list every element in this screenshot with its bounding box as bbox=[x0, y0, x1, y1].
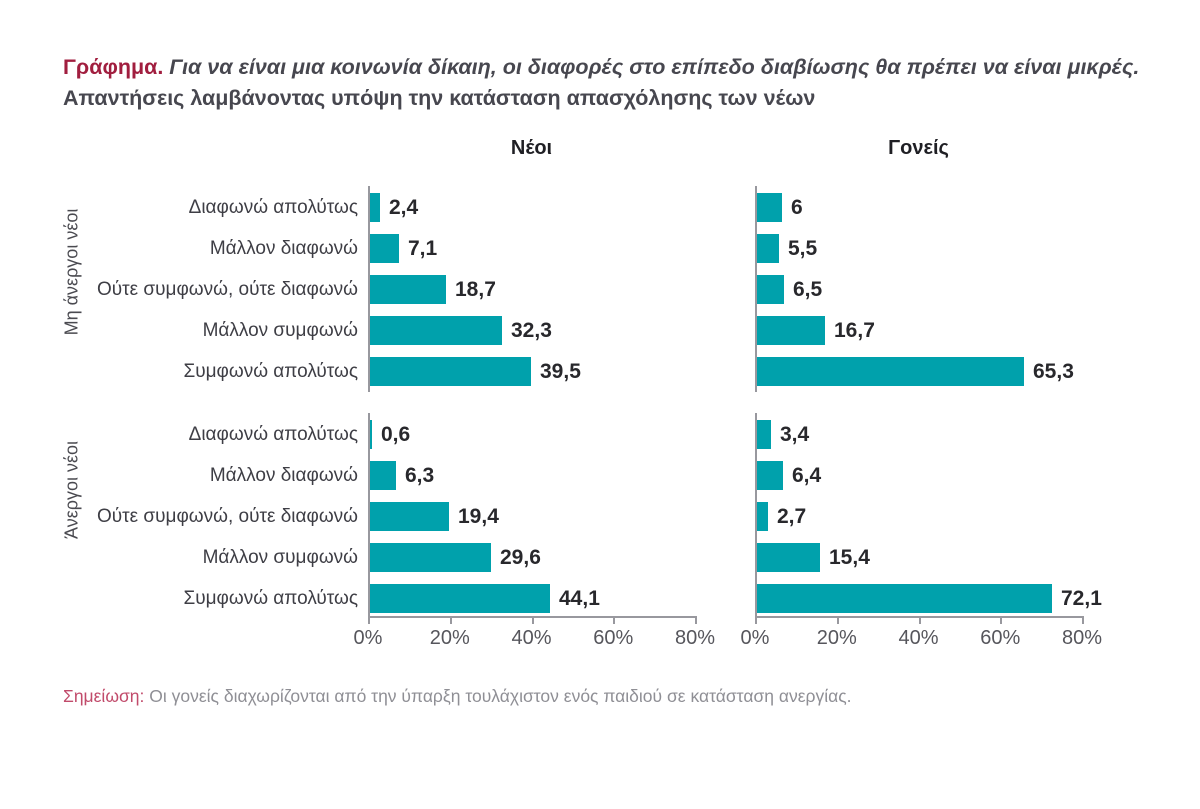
x-axis-tick-label: 0% bbox=[353, 627, 383, 649]
bar bbox=[370, 420, 372, 449]
category-label: Συμφωνώ απολύτως bbox=[183, 360, 358, 382]
bar-value-label: 3,4 bbox=[780, 422, 810, 446]
bar-value-label: 65,3 bbox=[1033, 359, 1074, 383]
x-axis-tick-label: 20% bbox=[816, 627, 857, 649]
bar-value-label: 6,4 bbox=[792, 463, 822, 487]
x-axis-tick-label: 40% bbox=[511, 627, 552, 649]
bar-value-label: 39,5 bbox=[540, 359, 581, 383]
x-axis-tick bbox=[449, 618, 452, 624]
title-prefix: Γράφημα. bbox=[63, 55, 164, 79]
bar bbox=[370, 357, 531, 386]
category-label: Μάλλον διαφωνώ bbox=[209, 237, 358, 259]
title-subtitle: Απαντήσεις λαμβάνοντας υπόψη την κατάστα… bbox=[63, 86, 816, 110]
bar-value-label: 44,1 bbox=[559, 586, 600, 610]
category-label: Συμφωνώ απολύτως bbox=[183, 587, 358, 609]
bar-value-label: 19,4 bbox=[458, 504, 499, 528]
bar bbox=[757, 193, 782, 222]
bar bbox=[757, 420, 771, 449]
x-axis-tick-label: 60% bbox=[980, 627, 1021, 649]
bar-value-label: 6,5 bbox=[793, 277, 823, 301]
bar bbox=[757, 357, 1024, 386]
bar bbox=[370, 193, 380, 222]
bar bbox=[370, 461, 396, 490]
category-label: Ούτε συμφωνώ, ούτε διαφωνώ bbox=[96, 278, 358, 300]
bar-value-label: 5,5 bbox=[788, 236, 818, 260]
y-axis-line bbox=[368, 186, 370, 392]
bar bbox=[370, 234, 399, 263]
x-axis-tick bbox=[918, 618, 921, 624]
category-label: Διαφωνώ απολύτως bbox=[188, 423, 358, 445]
bar-value-label: 7,1 bbox=[408, 236, 438, 260]
x-axis-tick-label: 80% bbox=[674, 627, 716, 649]
bar bbox=[757, 584, 1052, 613]
category-label: Μάλλον διαφωνώ bbox=[209, 464, 358, 486]
bar-value-label: 18,7 bbox=[455, 277, 496, 301]
y-axis-line bbox=[755, 413, 757, 616]
column-header-parents: Γονείς bbox=[888, 137, 949, 159]
bar-value-label: 15,4 bbox=[829, 545, 870, 569]
x-axis-tick-label: 40% bbox=[898, 627, 939, 649]
category-label: Μάλλον συμφωνώ bbox=[202, 319, 358, 341]
bar-value-label: 2,4 bbox=[389, 195, 419, 219]
x-axis-tick bbox=[695, 618, 697, 624]
chart-title: Γράφημα. Για να είναι μια κοινωνία δίκαι… bbox=[63, 52, 1139, 114]
bar bbox=[757, 275, 784, 304]
x-axis-tick bbox=[368, 618, 370, 624]
bar bbox=[757, 461, 783, 490]
bar bbox=[757, 316, 825, 345]
y-axis-line bbox=[368, 413, 370, 616]
bar bbox=[757, 502, 768, 531]
bar bbox=[757, 234, 779, 263]
bar-value-label: 32,3 bbox=[511, 318, 552, 342]
bar-value-label: 29,6 bbox=[500, 545, 541, 569]
bar-value-label: 6,3 bbox=[405, 463, 435, 487]
bar bbox=[370, 316, 502, 345]
bar bbox=[370, 584, 550, 613]
category-label: Μάλλον συμφωνώ bbox=[202, 546, 358, 568]
x-axis-line bbox=[755, 616, 1084, 618]
x-axis-tick bbox=[1082, 618, 1084, 624]
note: Σημείωση: Οι γονείς διαχωρίζονται από τη… bbox=[63, 686, 852, 707]
category-label: Διαφωνώ απολύτως bbox=[188, 196, 358, 218]
note-label: Σημείωση: bbox=[63, 686, 145, 706]
x-axis-tick-label: 60% bbox=[593, 627, 634, 649]
x-axis-tick bbox=[613, 618, 616, 624]
x-axis-tick-label: 0% bbox=[740, 627, 770, 649]
x-axis-tick bbox=[836, 618, 839, 624]
bar-value-label: 0,6 bbox=[381, 422, 411, 446]
x-axis-tick bbox=[755, 618, 757, 624]
x-axis-tick-label: 80% bbox=[1061, 627, 1103, 649]
category-label: Ούτε συμφωνώ, ούτε διαφωνώ bbox=[96, 505, 358, 527]
title-statement: Για να είναι μια κοινωνία δίκαιη, οι δια… bbox=[169, 55, 1140, 79]
x-axis-tick bbox=[1000, 618, 1003, 624]
x-axis-tick bbox=[531, 618, 534, 624]
column-header-youth: Νέοι bbox=[510, 137, 553, 159]
group-label-non-unemployed-youth: Μη άνεργοι νέοι bbox=[61, 208, 82, 336]
bar-value-label: 72,1 bbox=[1061, 586, 1102, 610]
bar bbox=[757, 543, 820, 572]
note-text: Οι γονείς διαχωρίζονται από την ύπαρξη τ… bbox=[149, 686, 852, 706]
bar-value-label: 6 bbox=[791, 195, 803, 219]
bar bbox=[370, 543, 491, 572]
bar bbox=[370, 502, 449, 531]
y-axis-line bbox=[755, 186, 757, 392]
bar bbox=[370, 275, 446, 304]
bar-value-label: 16,7 bbox=[834, 318, 875, 342]
x-axis-line bbox=[368, 616, 697, 618]
bar-value-label: 2,7 bbox=[777, 504, 807, 528]
x-axis-tick-label: 20% bbox=[429, 627, 470, 649]
title-line-1: Γράφημα. Για να είναι μια κοινωνία δίκαι… bbox=[63, 52, 1139, 83]
